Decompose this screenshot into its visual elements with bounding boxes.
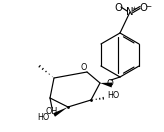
Text: HO: HO — [38, 112, 50, 121]
Text: +: + — [131, 6, 137, 11]
Text: HO: HO — [107, 91, 119, 100]
Text: O: O — [139, 3, 147, 13]
Text: O: O — [107, 79, 113, 88]
Text: N: N — [126, 7, 134, 17]
Polygon shape — [53, 107, 68, 117]
Polygon shape — [100, 82, 112, 88]
Text: −: − — [145, 4, 151, 10]
Text: O: O — [114, 3, 122, 13]
Text: OH: OH — [46, 107, 58, 116]
Text: O: O — [81, 63, 87, 72]
